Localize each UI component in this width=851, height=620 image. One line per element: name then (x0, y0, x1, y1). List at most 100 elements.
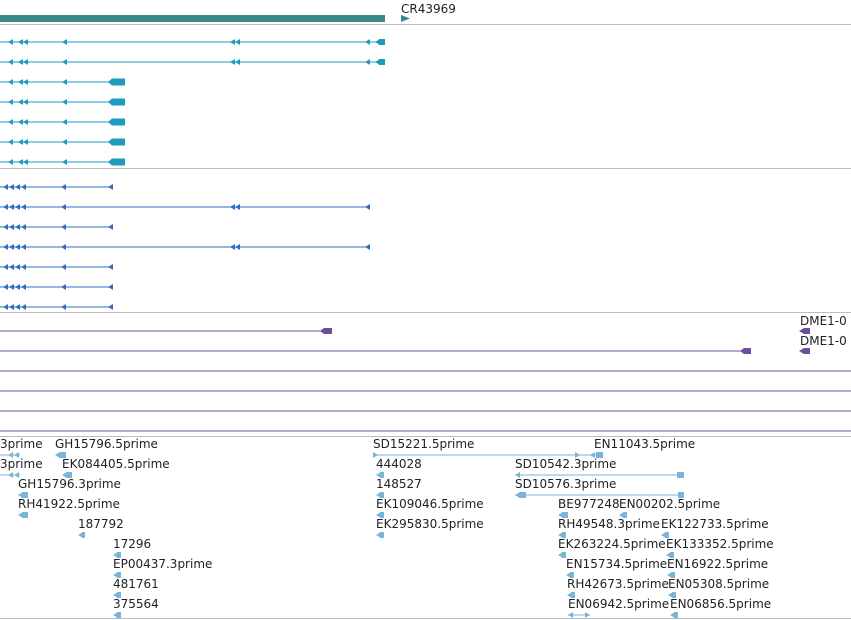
est-label[interactable]: 481761 (113, 577, 159, 591)
exon-arrow-icon (8, 59, 13, 65)
exon-arrow-icon (3, 204, 8, 210)
exon-arrow-icon (62, 59, 67, 65)
est-arrow-icon (373, 452, 378, 458)
exon-arrow-icon (9, 264, 14, 270)
exon-arrow-icon (108, 264, 113, 270)
exon-arrow-icon (235, 59, 240, 65)
utr-block (108, 138, 125, 146)
exon-arrow-icon (23, 59, 28, 65)
exon-arrow-icon (3, 284, 8, 290)
est-label[interactable]: SD15221.5prime (373, 437, 475, 451)
est-label[interactable]: GH15796.5prime (55, 437, 158, 451)
est-arrow-icon (376, 472, 381, 478)
est-label[interactable]: EN00202.5prime (619, 497, 721, 511)
est-arrow-icon (62, 472, 67, 478)
est-label[interactable]: 3prime (0, 457, 43, 471)
exon-arrow-icon (18, 139, 23, 145)
utr-block (108, 158, 125, 166)
utr-block (108, 98, 125, 106)
exon-arrow-icon (15, 244, 20, 250)
est-arrow-icon (558, 512, 563, 518)
exon-arrow-icon (108, 304, 113, 310)
est-block (596, 452, 603, 458)
exon-arrow-icon (375, 39, 380, 45)
est-block (678, 492, 684, 498)
exon-arrow-icon (15, 264, 20, 270)
est-label[interactable]: GH15796.3prime (18, 477, 121, 491)
exon-arrow-icon (3, 184, 8, 190)
exon-arrow-icon (23, 39, 28, 45)
gene-arrow-icon (401, 15, 410, 22)
est-label[interactable]: EK109046.5prime (376, 497, 484, 511)
exon-arrow-icon (365, 59, 370, 65)
est-arrow-icon (585, 612, 590, 618)
exon-arrow-icon (9, 244, 14, 250)
est-label[interactable]: RH41922.5prime (18, 497, 120, 511)
est-block (380, 532, 384, 538)
est-label[interactable]: EN06942.5prime (568, 597, 670, 611)
exon-arrow-icon (61, 244, 66, 250)
est-label[interactable]: SD10576.3prime (515, 477, 617, 491)
est-label[interactable]: SD10542.3prime (515, 457, 617, 471)
est-block (665, 532, 669, 538)
est-arrow-icon (8, 472, 13, 478)
exon-arrow-icon (18, 119, 23, 125)
exon-arrow-icon (62, 79, 67, 85)
est-block (59, 452, 66, 458)
est-label[interactable]: EN16922.5prime (667, 557, 769, 571)
est-block (380, 492, 384, 498)
est-label[interactable]: EP00437.3prime (113, 557, 213, 571)
est-label[interactable]: BE977248 (558, 497, 620, 511)
track-separator (0, 168, 851, 169)
est-arrow-icon (515, 492, 520, 498)
est-label[interactable]: 148527 (376, 477, 422, 491)
est-label[interactable]: EN05308.5prime (668, 577, 770, 591)
purple-feature-label[interactable]: DME1-0 (800, 334, 847, 348)
est-label[interactable]: RH42673.5prime (567, 577, 669, 591)
exon-arrow-icon (8, 39, 13, 45)
exon-arrow-icon (235, 39, 240, 45)
utr-block (379, 59, 385, 65)
est-label[interactable]: EN15734.5prime (566, 557, 668, 571)
est-block (117, 552, 121, 558)
exon-arrow-icon (23, 159, 28, 165)
est-label[interactable]: EK122733.5prime (661, 517, 769, 531)
est-label[interactable]: EK295830.5prime (376, 517, 484, 531)
est-label[interactable]: 3prime (0, 437, 43, 451)
track-separator (0, 436, 851, 437)
est-arrow-icon (575, 452, 580, 458)
est-label[interactable]: EN11043.5prime (594, 437, 696, 451)
est-label[interactable]: EK263224.5prime (558, 537, 666, 551)
est-block (117, 572, 121, 578)
est-label[interactable]: EK084405.5prime (62, 457, 170, 471)
exon-arrow-icon (3, 244, 8, 250)
exon-arrow-icon (365, 244, 370, 250)
purple-feature-block (320, 328, 332, 334)
purple-feature-label[interactable]: DME1-0 (800, 314, 847, 328)
est-block (562, 512, 568, 518)
utr-block (108, 118, 125, 126)
est-label[interactable]: 187792 (78, 517, 124, 531)
est-block (672, 592, 676, 598)
est-block (117, 612, 121, 618)
purple-feature-block (740, 348, 751, 354)
gene-cr43969[interactable] (0, 15, 410, 22)
gene-bar (0, 15, 385, 22)
exon-arrow-icon (8, 79, 13, 85)
exon-arrow-icon (18, 159, 23, 165)
est-label[interactable]: RH49548.3prime (558, 517, 660, 531)
est-label[interactable]: EK133352.5prime (666, 537, 774, 551)
est-arrow-icon (8, 452, 13, 458)
est-arrow-icon (18, 492, 23, 498)
exon-arrow-icon (15, 184, 20, 190)
est-label[interactable]: 17296 (113, 537, 152, 551)
exon-arrow-icon (21, 264, 26, 270)
exon-arrow-icon (8, 99, 13, 105)
est-arrow-icon (14, 472, 19, 478)
est-label[interactable]: 375564 (113, 597, 159, 611)
exon-arrow-icon (230, 244, 235, 250)
est-label[interactable]: 444028 (376, 457, 422, 471)
exon-arrow-icon (8, 159, 13, 165)
est-arrow-icon (14, 452, 19, 458)
est-label[interactable]: EN06856.5prime (670, 597, 772, 611)
